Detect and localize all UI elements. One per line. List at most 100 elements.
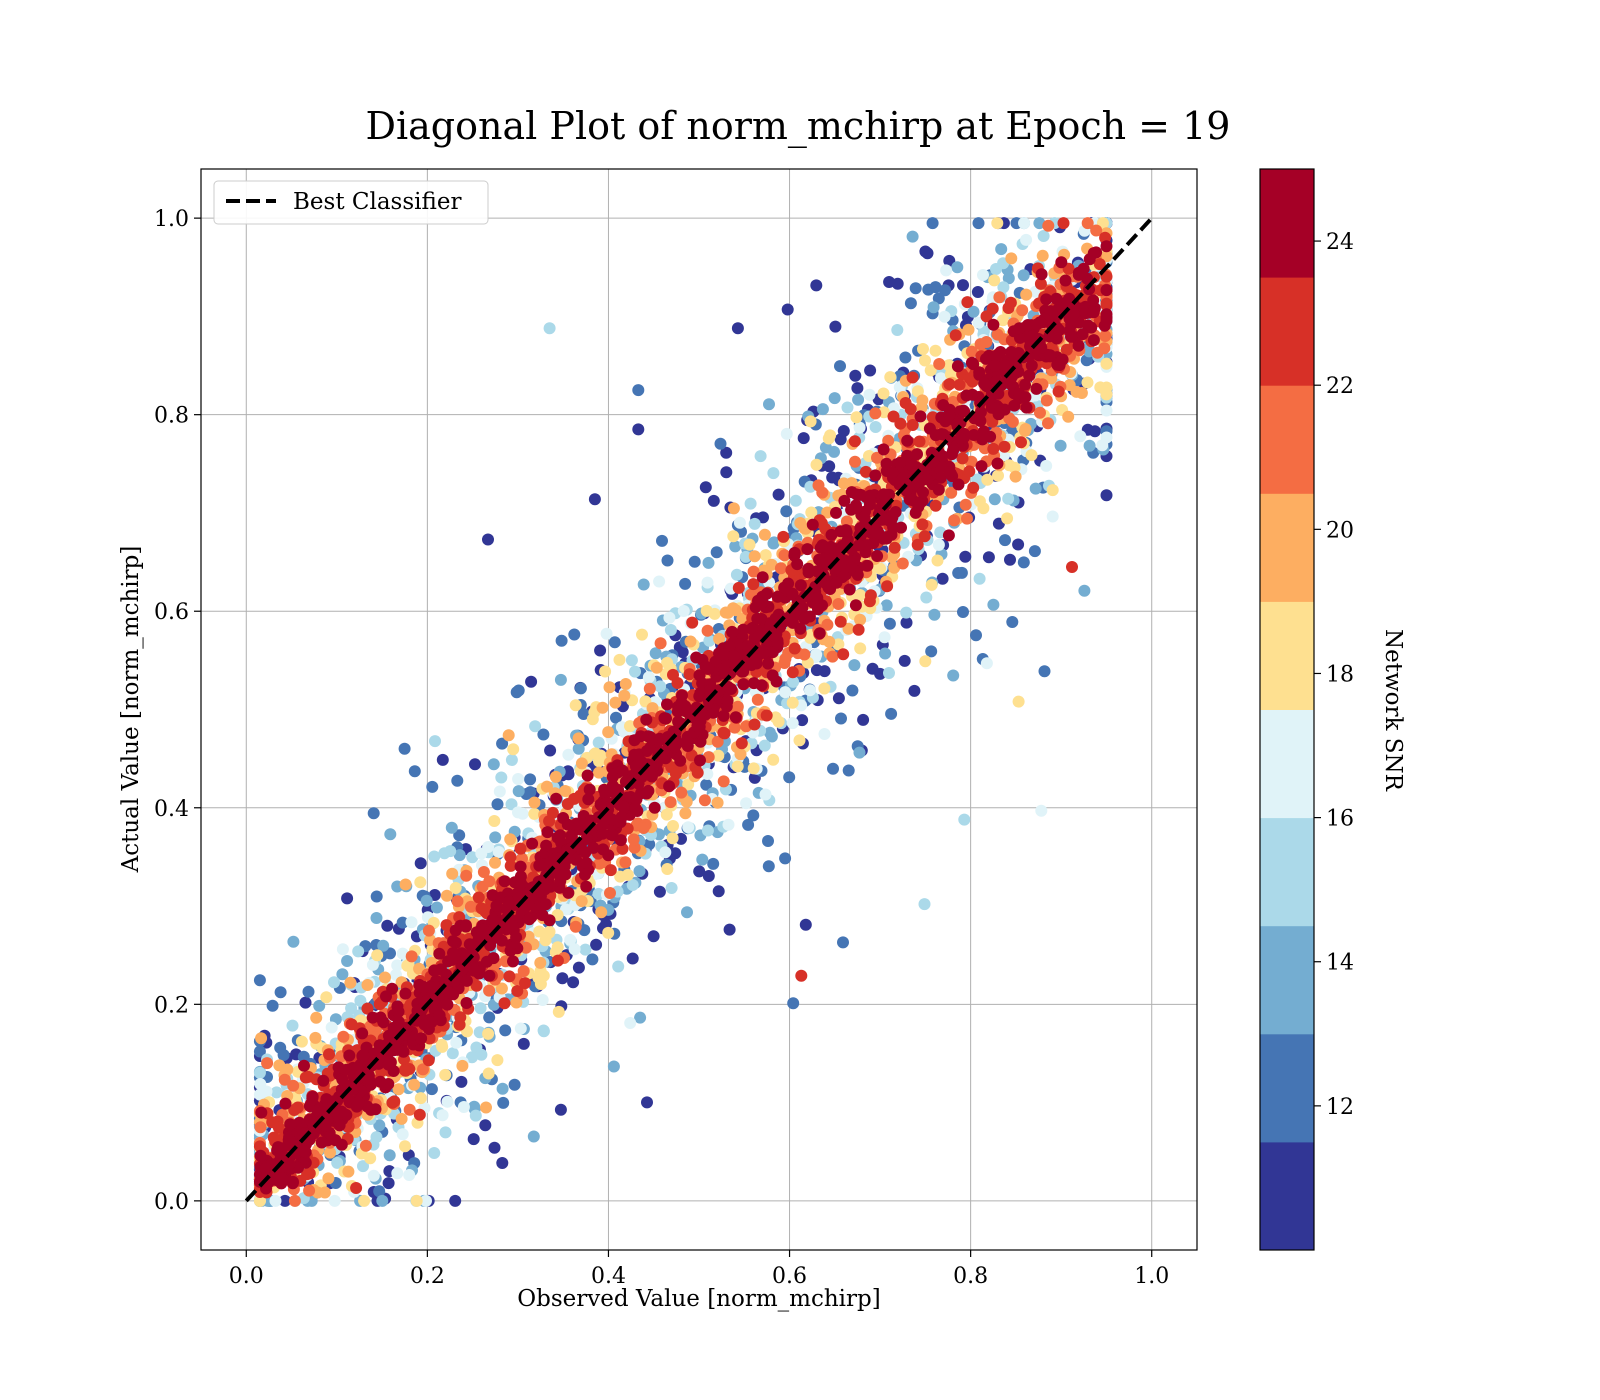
- scatter-point: [883, 276, 896, 288]
- scatter-point: [624, 720, 636, 733]
- scatter-point: [997, 281, 1010, 294]
- scatter-point: [396, 916, 409, 929]
- scatter-point: [926, 411, 939, 424]
- scatter-point: [396, 1128, 409, 1141]
- scatter-point: [496, 1157, 509, 1169]
- scatter-point: [550, 792, 563, 805]
- scatter-point: [408, 1078, 421, 1091]
- scatter-point: [539, 934, 552, 947]
- scatter-point: [1082, 319, 1094, 332]
- scatter-point: [505, 754, 518, 766]
- scatter-point: [504, 851, 517, 864]
- scatter-point: [998, 440, 1011, 453]
- scatter-point: [491, 1054, 504, 1067]
- scatter-point: [568, 628, 581, 641]
- scatter-point: [837, 648, 850, 661]
- scatter-point: [837, 477, 850, 490]
- scatter-point: [577, 708, 590, 720]
- scatter-point: [743, 538, 756, 551]
- scatter-point: [1072, 316, 1085, 329]
- scatter-point: [1100, 250, 1113, 263]
- scatter-point: [446, 1047, 459, 1060]
- scatter-point: [810, 279, 823, 292]
- scatter-point: [632, 423, 645, 436]
- scatter-point: [527, 1130, 540, 1143]
- scatter-point: [779, 852, 792, 865]
- scatter-point: [691, 766, 704, 779]
- scatter-point: [436, 1040, 449, 1053]
- scatter-point: [961, 512, 973, 525]
- scatter-point: [729, 711, 742, 724]
- scatter-point: [551, 954, 564, 967]
- scatter-point: [898, 654, 911, 667]
- scatter-point: [477, 866, 490, 878]
- scatter-point: [1100, 297, 1113, 310]
- scatter-point: [758, 739, 771, 752]
- scatter-point: [913, 435, 926, 448]
- scatter-point: [1017, 556, 1030, 569]
- scatter-point: [482, 1067, 495, 1080]
- scatter-point: [721, 694, 734, 707]
- scatter-point: [926, 217, 939, 230]
- scatter-point: [540, 839, 553, 852]
- scatter-point: [586, 953, 599, 966]
- scatter-point: [949, 329, 962, 342]
- scatter-point: [733, 516, 746, 529]
- scatter-point: [594, 644, 607, 657]
- scatter-point: [447, 935, 460, 948]
- scatter-point: [569, 920, 582, 933]
- scatter-point: [414, 876, 427, 889]
- scatter-point: [795, 969, 808, 982]
- scatter-point: [1013, 322, 1026, 335]
- scatter-point: [1081, 376, 1094, 389]
- scatter-point: [322, 1172, 335, 1185]
- scatter-point: [852, 393, 865, 406]
- scatter-point: [336, 943, 349, 956]
- scatter-point: [671, 677, 684, 689]
- scatter-point: [320, 991, 333, 1004]
- scatter-point: [818, 682, 831, 695]
- scatter-point: [469, 758, 481, 771]
- scatter-point: [958, 813, 971, 826]
- scatter-point: [602, 926, 615, 939]
- scatter-point: [287, 1079, 300, 1092]
- scatter-point: [593, 766, 605, 779]
- scatter-point: [987, 318, 1000, 331]
- scatter-point: [1020, 288, 1033, 301]
- scatter-point: [1087, 247, 1100, 260]
- scatter-point: [952, 567, 965, 579]
- scatter-point: [727, 502, 740, 515]
- scatter-point: [382, 1177, 395, 1190]
- scatter-point: [827, 762, 839, 775]
- scatter-point: [702, 556, 715, 569]
- scatter-point: [711, 796, 724, 809]
- scatter-point: [482, 533, 494, 546]
- scatter-point: [1040, 394, 1053, 407]
- scatter-point: [962, 323, 975, 336]
- scatter-point: [580, 880, 593, 893]
- scatter-point: [762, 860, 775, 873]
- scatter-point: [391, 959, 404, 972]
- scatter-point: [919, 245, 932, 258]
- scatter-point: [884, 371, 897, 384]
- scatter-point: [686, 616, 699, 629]
- scatter-point: [388, 1095, 401, 1108]
- scatter-point: [641, 1096, 653, 1109]
- scatter-point: [286, 1019, 299, 1032]
- chart-title: Diagonal Plot of norm_mchirp at Epoch = …: [366, 104, 1231, 149]
- scatter-point: [592, 736, 605, 749]
- scatter-point: [933, 358, 946, 370]
- scatter-point: [837, 936, 849, 949]
- scatter-point: [660, 808, 673, 821]
- scatter-point: [510, 931, 523, 944]
- scatter-point: [422, 1054, 435, 1067]
- scatter-point: [798, 648, 811, 661]
- scatter-point: [701, 576, 714, 589]
- scatter-point: [841, 401, 854, 414]
- scatter-point: [572, 732, 585, 745]
- scatter-point: [269, 1194, 282, 1207]
- scatter-point: [849, 455, 861, 468]
- scatter-point: [605, 813, 618, 826]
- scatter-point: [1055, 256, 1068, 269]
- scatter-point: [457, 1101, 470, 1113]
